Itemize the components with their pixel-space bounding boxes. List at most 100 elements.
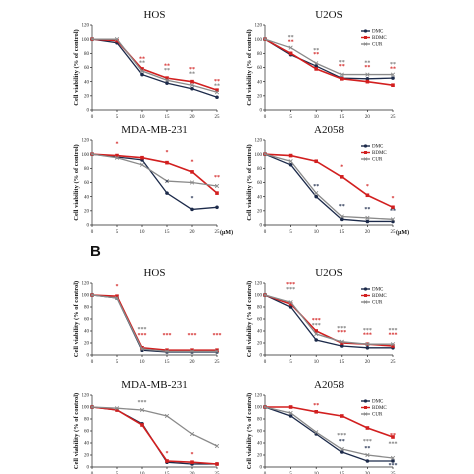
significance-mark: ** — [339, 204, 345, 210]
data-point-bdmc — [340, 341, 344, 345]
y-tick-label: 100 — [82, 153, 90, 158]
x-tick-label: 10 — [314, 115, 320, 120]
y-tick-label: 100 — [255, 294, 263, 299]
data-point-bdmc — [365, 426, 370, 430]
significance-mark: *** — [389, 332, 398, 338]
significance-mark: *** — [363, 332, 372, 338]
data-point-cur — [139, 346, 145, 352]
significance-mark: *** — [138, 333, 147, 339]
series-line-dmc — [264, 406, 393, 462]
y-tick-label: 40 — [84, 80, 90, 85]
significance-mark: * — [116, 284, 119, 290]
x-tick-label: 25 — [215, 230, 221, 235]
x-tick-label: 15 — [339, 230, 345, 235]
x-tick-label: 0 — [91, 115, 94, 120]
y-tick-label: 0 — [87, 224, 90, 229]
data-point-bdmc — [314, 67, 318, 71]
series-line-bdmc — [91, 38, 218, 91]
data-point-dmc — [314, 194, 319, 199]
series-line-bdmc — [91, 294, 217, 352]
y-tick-label: 80 — [257, 418, 263, 423]
x-tick-label: 25 — [391, 115, 397, 120]
data-point-bdmc — [340, 175, 344, 179]
significance-mark: *** — [337, 326, 346, 332]
significance-mark: *** — [213, 333, 222, 339]
legend-label: CUR — [372, 301, 383, 306]
data-point-cur — [262, 292, 268, 298]
data-point-dmc — [340, 450, 344, 454]
legend-marker — [363, 399, 368, 403]
significance-mark: ** — [313, 48, 319, 54]
y-tick-label: 100 — [255, 38, 263, 43]
data-point-dmc — [365, 219, 370, 224]
data-point-bdmc — [115, 153, 119, 158]
data-point-bdmc — [215, 191, 219, 195]
x-tick-label: 0 — [264, 230, 267, 235]
data-point-cur — [139, 162, 145, 167]
data-point-bdmc — [365, 193, 370, 198]
y-tick-label: 120 — [255, 282, 263, 287]
data-point-cur — [339, 446, 344, 452]
data-point-cur — [189, 180, 195, 185]
significance-mark: ** — [214, 79, 220, 85]
series-line-dmc — [264, 38, 394, 80]
legend-marker — [364, 151, 367, 154]
legend-label: DMC — [372, 288, 384, 293]
x-tick-label: 0 — [91, 360, 94, 365]
data-point-bdmc — [288, 51, 293, 56]
x-tick-label: 5 — [116, 230, 119, 235]
series-line-dmc — [91, 153, 218, 211]
series-line-bdmc — [265, 406, 394, 438]
x-tick-label: 15 — [165, 472, 171, 474]
y-tick-label: 120 — [255, 394, 263, 399]
data-point-cur — [214, 183, 220, 189]
data-point-dmc — [140, 72, 144, 77]
significance-mark: * — [166, 451, 169, 457]
y-tick-label: 40 — [84, 330, 90, 335]
series-line-dmc — [91, 294, 217, 353]
significance-mark: ** — [390, 433, 396, 439]
legend-item-bdmc: BDMC — [361, 151, 387, 156]
series-line-cur — [91, 406, 218, 447]
y-tick-label: 40 — [84, 442, 90, 447]
x-tick-label: 25 — [215, 360, 221, 365]
data-point-cur — [139, 407, 145, 413]
significance-mark: ** — [339, 439, 345, 445]
y-tick-label: 60 — [84, 181, 90, 186]
significance-mark: ** — [313, 403, 319, 409]
legend-marker — [364, 406, 367, 409]
x-tick-label: 10 — [140, 360, 146, 365]
significance-mark: ** — [139, 61, 145, 67]
y-axis-label: Cell viability (% of control) — [73, 144, 80, 220]
series-line-bdmc — [91, 406, 218, 465]
data-point-cur — [365, 215, 370, 221]
data-point-dmc — [340, 344, 344, 348]
y-axis-label: Cell viability (% of control) — [73, 281, 80, 357]
legend-item-dmc: DMC — [361, 144, 384, 150]
legend-item-bdmc: BDMC — [361, 294, 387, 299]
series-line-cur — [92, 38, 218, 93]
significance-mark: * — [116, 142, 119, 148]
chart-b-hos: HOS 0 20 40 60 80 100 120 0 5 10 15 20 25 Cell viabili… — [73, 267, 222, 365]
data-point-bdmc — [115, 294, 119, 298]
data-point-cur — [89, 152, 95, 157]
data-point-cur — [339, 214, 344, 219]
data-point-dmc — [288, 162, 293, 167]
data-point-dmc — [365, 459, 370, 463]
significance-mark: ** — [364, 65, 370, 71]
legend-item-cur: CUR — [361, 412, 383, 418]
data-point-dmc — [391, 76, 395, 80]
significance-mark: *** — [337, 433, 346, 439]
data-point-cur — [214, 90, 220, 95]
significance-mark: *** — [286, 282, 295, 288]
legend-item-cur: CUR — [361, 300, 383, 306]
y-tick-label: 80 — [84, 167, 90, 172]
significance-mark: ** — [313, 52, 319, 58]
y-tick-label: 0 — [260, 354, 263, 359]
series-line-dmc — [264, 153, 393, 223]
significance-mark: * — [366, 184, 369, 190]
data-point-cur — [288, 45, 293, 50]
data-point-cur — [114, 37, 120, 42]
data-point-cur — [189, 431, 195, 437]
